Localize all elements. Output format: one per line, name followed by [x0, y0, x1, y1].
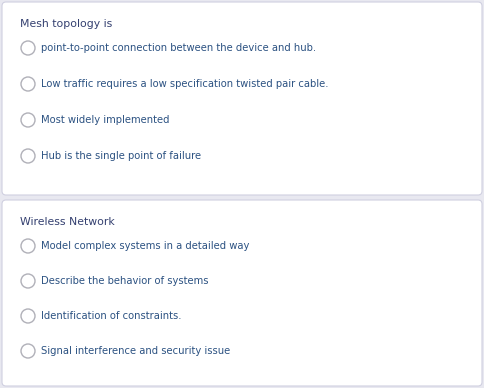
Circle shape: [21, 41, 35, 55]
FancyBboxPatch shape: [2, 200, 482, 386]
Circle shape: [21, 344, 35, 358]
Circle shape: [21, 77, 35, 91]
Circle shape: [21, 274, 35, 288]
Circle shape: [21, 309, 35, 323]
Circle shape: [21, 113, 35, 127]
Circle shape: [21, 239, 35, 253]
FancyBboxPatch shape: [2, 2, 482, 195]
Text: Describe the behavior of systems: Describe the behavior of systems: [41, 276, 209, 286]
Text: Most widely implemented: Most widely implemented: [41, 115, 169, 125]
Circle shape: [21, 149, 35, 163]
Text: Wireless Network: Wireless Network: [20, 217, 115, 227]
Text: point-to-point connection between the device and hub.: point-to-point connection between the de…: [41, 43, 316, 53]
Text: Mesh topology is: Mesh topology is: [20, 19, 112, 29]
Text: Model complex systems in a detailed way: Model complex systems in a detailed way: [41, 241, 249, 251]
Text: Hub is the single point of failure: Hub is the single point of failure: [41, 151, 201, 161]
Text: Signal interference and security issue: Signal interference and security issue: [41, 346, 230, 356]
Text: Identification of constraints.: Identification of constraints.: [41, 311, 182, 321]
Text: Low traffic requires a low specification twisted pair cable.: Low traffic requires a low specification…: [41, 79, 329, 89]
